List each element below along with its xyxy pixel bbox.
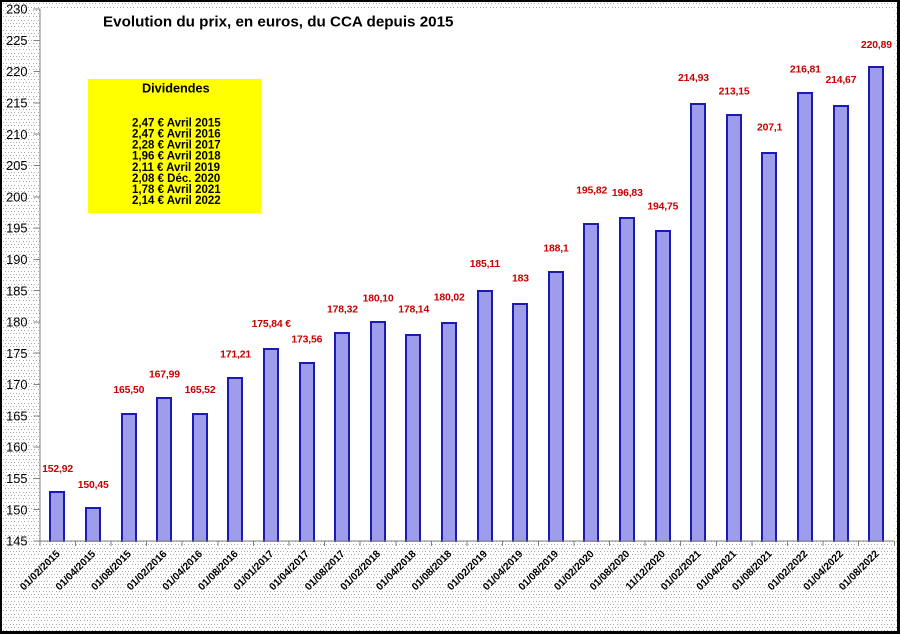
svg-text:215: 215 (6, 95, 27, 110)
svg-text:195,82: 195,82 (576, 186, 607, 197)
svg-text:214,67: 214,67 (825, 75, 856, 86)
svg-text:170: 170 (6, 377, 27, 392)
svg-text:2,08 € Déc. 2020: 2,08 € Déc. 2020 (132, 173, 220, 185)
svg-text:195: 195 (6, 221, 27, 236)
svg-text:213,15: 213,15 (719, 87, 750, 98)
svg-text:152,92: 152,92 (42, 464, 73, 475)
svg-text:2,14 € Avril 2022: 2,14 € Avril 2022 (132, 195, 221, 207)
svg-text:175,84 €: 175,84 € (252, 319, 292, 330)
svg-text:230: 230 (6, 2, 27, 17)
svg-text:Dividendes: Dividendes (142, 81, 210, 95)
svg-text:165,50: 165,50 (113, 385, 144, 396)
svg-text:183: 183 (512, 274, 529, 285)
svg-text:145: 145 (6, 534, 27, 549)
svg-text:171,21: 171,21 (220, 349, 251, 360)
svg-text:196,83: 196,83 (612, 188, 643, 199)
svg-text:2,11 € Avril 2019: 2,11 € Avril 2019 (132, 162, 220, 174)
svg-text:1,96 € Avril 2018: 1,96 € Avril 2018 (132, 151, 221, 163)
svg-text:190: 190 (6, 252, 27, 267)
svg-text:Evolution du prix, en euros, d: Evolution du prix, en euros, du CCA depu… (103, 14, 454, 31)
svg-text:165,52: 165,52 (185, 385, 216, 396)
svg-text:180,02: 180,02 (434, 293, 465, 304)
svg-text:175: 175 (6, 346, 27, 361)
svg-text:178,32: 178,32 (327, 305, 358, 316)
svg-text:216,81: 216,81 (790, 64, 821, 75)
svg-text:188,1: 188,1 (543, 243, 569, 254)
svg-text:180,10: 180,10 (363, 293, 394, 304)
svg-text:194,75: 194,75 (647, 201, 678, 212)
svg-text:2,47 € Avril 2015: 2,47 € Avril 2015 (132, 118, 221, 130)
svg-text:220: 220 (6, 64, 27, 79)
svg-text:155: 155 (6, 471, 27, 486)
svg-text:1,78 € Avril 2021: 1,78 € Avril 2021 (132, 184, 221, 196)
svg-text:220,89: 220,89 (861, 40, 892, 51)
svg-text:160: 160 (6, 440, 27, 455)
svg-text:205: 205 (6, 158, 27, 173)
svg-text:2,28 € Avril 2017: 2,28 € Avril 2017 (132, 140, 221, 152)
svg-text:167,99: 167,99 (149, 369, 180, 380)
svg-text:180: 180 (6, 315, 27, 330)
svg-text:210: 210 (6, 127, 27, 142)
svg-text:200: 200 (6, 189, 27, 204)
svg-text:207,1: 207,1 (757, 123, 783, 134)
svg-text:150,45: 150,45 (78, 480, 109, 491)
svg-text:214,93: 214,93 (678, 73, 709, 84)
svg-text:185: 185 (6, 283, 27, 298)
svg-text:173,56: 173,56 (291, 335, 322, 346)
svg-text:165: 165 (6, 408, 27, 423)
svg-text:178,14: 178,14 (398, 304, 429, 315)
svg-text:150: 150 (6, 502, 27, 517)
svg-text:2,47 € Avril 2016: 2,47 € Avril 2016 (132, 129, 221, 141)
svg-text:225: 225 (6, 33, 27, 48)
svg-text:185,11: 185,11 (470, 259, 501, 270)
